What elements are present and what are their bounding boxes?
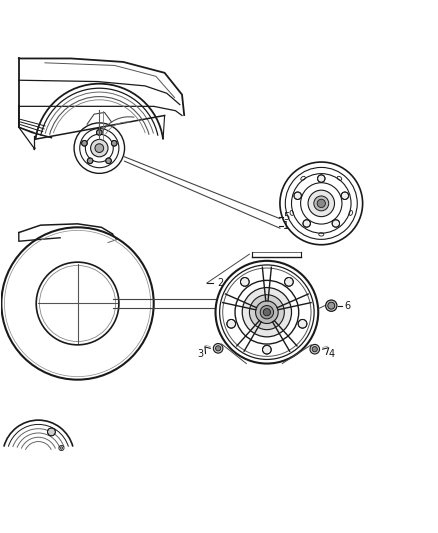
Ellipse shape [290,211,293,215]
Circle shape [314,196,329,211]
Circle shape [215,346,221,351]
Ellipse shape [349,211,353,215]
Circle shape [312,346,318,352]
Circle shape [47,428,55,436]
Circle shape [106,158,111,164]
Text: 6: 6 [344,301,350,311]
Circle shape [308,190,335,216]
Circle shape [328,302,335,309]
Circle shape [96,130,102,135]
Circle shape [111,141,117,146]
Circle shape [95,144,104,152]
Circle shape [317,199,325,207]
Circle shape [341,192,349,199]
Circle shape [91,140,108,157]
Text: 3: 3 [197,349,203,359]
Circle shape [262,345,271,354]
Circle shape [303,220,311,227]
Text: 4: 4 [328,350,335,359]
Ellipse shape [319,233,324,236]
Text: 2: 2 [218,278,224,288]
Circle shape [240,278,249,286]
Circle shape [285,278,293,286]
Ellipse shape [301,176,305,180]
Circle shape [310,344,320,354]
Circle shape [242,287,292,337]
Circle shape [87,158,93,164]
Ellipse shape [337,176,342,180]
Circle shape [256,301,278,324]
Circle shape [332,220,339,227]
Circle shape [60,447,63,449]
Text: 5: 5 [283,212,290,222]
Circle shape [81,141,87,146]
Circle shape [249,295,284,329]
Circle shape [325,300,337,311]
Text: 1: 1 [283,221,290,231]
Circle shape [298,319,307,328]
Circle shape [263,309,271,316]
Circle shape [318,175,325,182]
Circle shape [213,344,223,353]
Circle shape [227,319,236,328]
Circle shape [260,305,274,319]
Circle shape [294,192,301,199]
